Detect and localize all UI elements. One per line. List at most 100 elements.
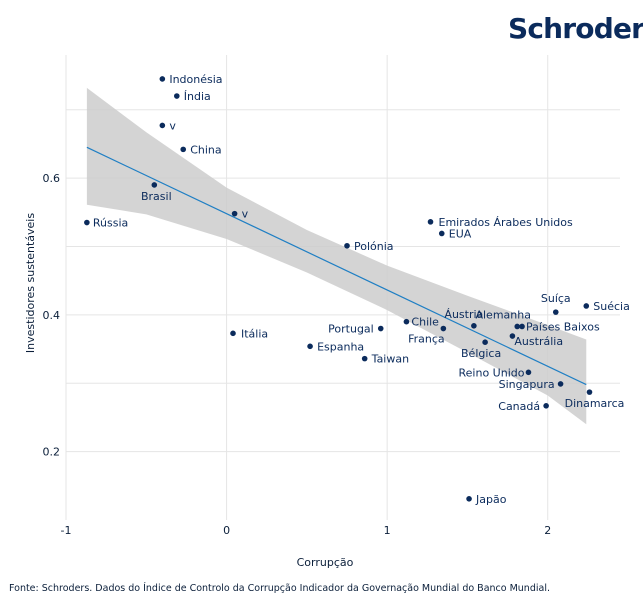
point-marker (482, 339, 488, 346)
data-point: v (231, 208, 249, 221)
data-point: Austrália (509, 333, 563, 348)
point-marker (403, 318, 410, 325)
point-marker (361, 355, 368, 362)
point-marker (525, 369, 532, 376)
point-label: v (169, 119, 176, 132)
y-tick-label: 0.4 (43, 309, 61, 322)
y-tick-label: 0.2 (43, 446, 61, 459)
point-label: Países Baixos (526, 320, 600, 333)
point-marker (514, 323, 521, 330)
data-point: Rússia (84, 217, 128, 230)
data-point: Portugal (328, 323, 384, 336)
point-label: Singapura (499, 378, 555, 391)
point-label: Alemanha (475, 308, 531, 321)
point-label: França (408, 333, 445, 346)
source-footnote: Fonte: Schroders. Dados do Índice de Con… (9, 583, 550, 594)
point-marker (543, 403, 549, 409)
data-point: Dinamarca (565, 389, 625, 410)
x-tick-labels: -1 0 1 2 (61, 524, 552, 537)
data-point: Alemanha (475, 308, 531, 330)
schroders-logo: Schroders (508, 12, 643, 45)
point-marker (159, 122, 166, 129)
data-point: Espanha (307, 340, 364, 353)
point-marker (552, 309, 559, 315)
data-point: Japão (466, 493, 507, 506)
point-label: Índia (184, 90, 211, 103)
x-tick-label: -1 (61, 524, 72, 537)
point-label: Espanha (317, 340, 364, 353)
point-marker (151, 182, 158, 188)
point-label: Dinamarca (565, 397, 625, 410)
point-marker (174, 93, 180, 99)
point-marker (519, 323, 525, 330)
point-label: Rússia (93, 217, 128, 230)
point-label: Bélgica (461, 347, 501, 360)
point-marker (159, 76, 166, 82)
point-label: Itália (241, 327, 268, 340)
point-marker (230, 330, 236, 337)
x-axis-label: Corrupção (297, 556, 354, 569)
point-label: Áustria (444, 308, 483, 321)
point-marker (509, 333, 516, 339)
data-point: Emirados Árabes Unidos (427, 216, 573, 229)
y-axis-label: Investidores sustentáveis (24, 213, 37, 353)
point-label: Portugal (328, 323, 374, 336)
point-marker (583, 303, 590, 309)
data-point: Índia (174, 90, 211, 103)
data-point: Suécia (583, 300, 630, 313)
point-marker (427, 219, 434, 225)
data-point: EUA (438, 227, 472, 240)
x-tick-label: 0 (223, 524, 230, 537)
data-point: Áustria (444, 308, 483, 329)
point-marker (231, 210, 238, 217)
point-marker (344, 242, 350, 249)
point-label: Emirados Árabes Unidos (439, 216, 573, 229)
point-label: Brasil (141, 190, 172, 203)
point-label: Reino Unido (459, 366, 525, 379)
data-point: Indonésia (159, 73, 223, 86)
data-point: Bélgica (461, 339, 501, 360)
data-point: Países Baixos (519, 320, 600, 333)
data-point: Taiwan (361, 353, 409, 366)
x-tick-label: 2 (544, 524, 551, 537)
data-point: China (180, 143, 222, 156)
data-point: Chile (403, 316, 439, 329)
point-label: Chile (411, 316, 439, 329)
point-label: China (190, 143, 221, 156)
point-marker (466, 496, 472, 502)
point-label: Indonésia (169, 73, 222, 86)
data-point: v (159, 119, 176, 132)
point-label: Suécia (593, 300, 630, 313)
point-label: Taiwan (371, 353, 409, 366)
point-label: EUA (449, 227, 472, 240)
point-marker (440, 325, 447, 332)
data-point: Brasil (141, 182, 172, 203)
y-tick-labels: 0.2 0.4 0.6 (43, 172, 61, 459)
point-marker (377, 325, 384, 332)
point-label: Suíça (541, 292, 571, 305)
point-marker (438, 230, 445, 237)
data-point: Singapura (499, 378, 564, 391)
data-point: Suíça (541, 292, 571, 315)
data-point: Canadá (498, 400, 549, 413)
point-label: v (242, 208, 249, 221)
point-label: Austrália (514, 335, 563, 348)
point-marker (84, 219, 90, 226)
data-point: Polónia (344, 240, 394, 253)
point-label: Japão (475, 493, 507, 506)
data-point: França (408, 325, 447, 346)
data-point: Itália (230, 327, 268, 340)
point-marker (586, 389, 593, 395)
point-marker (557, 381, 564, 387)
point-label: Canadá (498, 400, 540, 413)
regression-line (86, 146, 587, 386)
data-points: Indonésia Índia v China Brasil Rússia v Polónia… (84, 73, 630, 506)
point-marker (471, 322, 477, 329)
point-marker (307, 343, 313, 350)
confidence-band (86, 87, 587, 425)
x-tick-label: 1 (384, 524, 391, 537)
point-marker (180, 146, 187, 153)
data-point: Reino Unido (459, 366, 532, 379)
point-label: Polónia (354, 240, 394, 253)
